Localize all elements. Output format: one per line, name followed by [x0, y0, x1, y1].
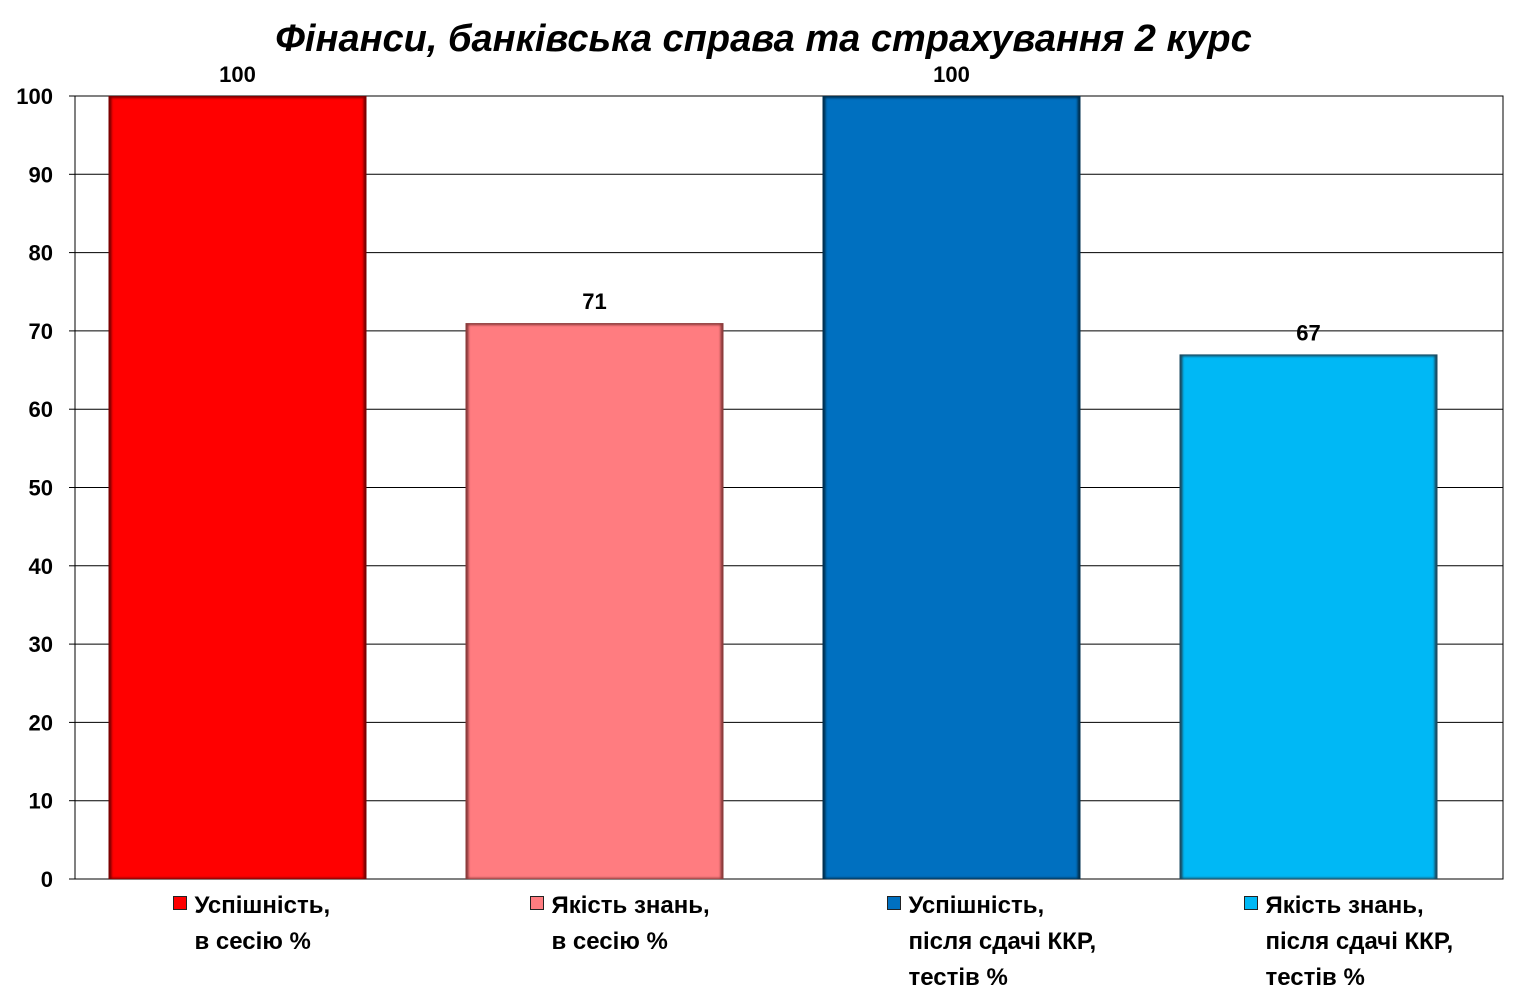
legend-label-line: Успішність, — [194, 892, 331, 919]
y-tick-label: 90 — [29, 162, 53, 187]
y-tick-label: 40 — [29, 554, 53, 579]
legend-label: Успішність, в сесію % — [195, 888, 331, 960]
y-tick-label: 70 — [29, 319, 53, 344]
y-tick-label: 20 — [29, 710, 53, 735]
bar-group — [1179, 354, 1438, 879]
y-axis: 0 10 20 30 40 50 60 70 80 90 100 — [16, 84, 76, 892]
y-tick-label: 60 — [29, 397, 53, 422]
legend-item: Успішність, після сдачі ККР, тестів % — [886, 888, 1097, 996]
data-label: 100 — [933, 62, 970, 87]
legend-label-line: в сесію % — [194, 928, 311, 955]
legend-label: Якість знань, після сдачі ККР, тестів % — [1266, 888, 1454, 996]
y-tick-label: 30 — [29, 632, 53, 657]
legend-label-line: в сесію % — [551, 928, 668, 955]
legend-swatch — [529, 896, 544, 910]
legend-swatch — [886, 896, 901, 910]
y-tick-label: 0 — [41, 867, 53, 892]
legend-label: Якість знань, в сесію % — [552, 888, 710, 960]
bar-group — [822, 96, 1081, 879]
legend-label-line: після сдачі ККР, — [908, 928, 1097, 955]
legend-swatch — [172, 896, 187, 910]
data-label: 71 — [582, 289, 606, 314]
bar — [1182, 356, 1435, 878]
bars — [108, 96, 1438, 879]
legend-item: Якість знань, після сдачі ККР, тестів % — [1243, 888, 1454, 996]
bar — [825, 98, 1078, 878]
y-tick-label: 10 — [29, 789, 53, 814]
legend-label-line: тестів % — [908, 964, 1008, 991]
legend-label-line: тестів % — [1265, 964, 1365, 991]
y-tick-label: 100 — [16, 84, 53, 109]
legend-swatch — [1243, 896, 1258, 910]
data-labels: 100 71 100 67 — [219, 62, 1321, 345]
legend-label-line: після сдачі ККР, — [1265, 928, 1454, 955]
legend-label-line: Якість знань, — [551, 892, 710, 919]
bar-group — [465, 323, 724, 879]
legend-label-line: Успішність, — [908, 892, 1045, 919]
bar — [111, 98, 364, 878]
y-tick-label: 80 — [29, 241, 53, 266]
data-label: 100 — [219, 62, 256, 87]
legend-label: Успішність, після сдачі ККР, тестів % — [909, 888, 1097, 996]
chart-title: Фінанси, банківська справа та страхуванн… — [275, 18, 1252, 60]
legend-item: Успішність, в сесію % — [172, 888, 331, 960]
y-tick-label: 50 — [29, 476, 53, 501]
bar-group — [108, 96, 367, 879]
legend-label-line: Якість знань, — [1265, 892, 1424, 919]
data-label: 67 — [1296, 320, 1320, 345]
legend-item: Якість знань, в сесію % — [529, 888, 710, 960]
bar — [468, 325, 721, 878]
